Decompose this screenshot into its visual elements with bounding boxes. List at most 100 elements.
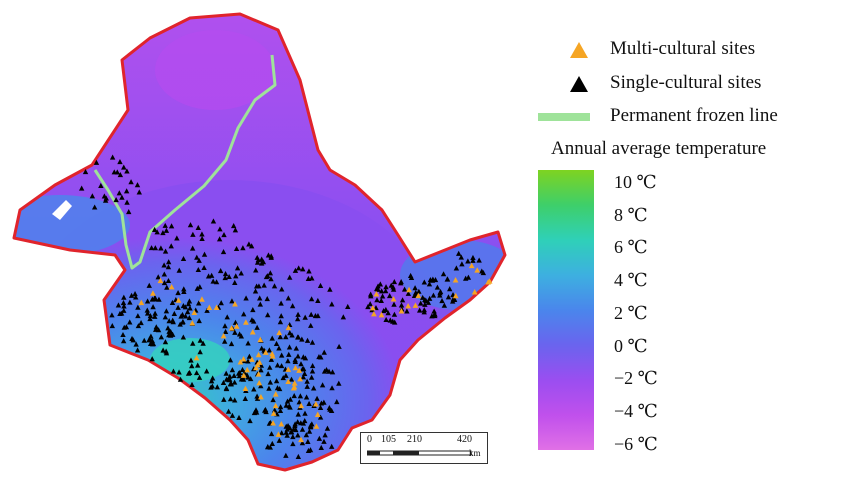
single-site-marker [82, 169, 89, 175]
multi-site-marker [369, 304, 376, 311]
multi-site-marker [168, 283, 175, 290]
single-site-marker [239, 366, 246, 373]
single-site-marker [223, 376, 230, 382]
multi-site-marker [255, 351, 262, 358]
single-site-marker [290, 426, 297, 432]
multi-site-marker [285, 324, 292, 331]
single-site-marker [120, 338, 127, 344]
single-site-marker [134, 182, 141, 188]
single-site-marker [324, 425, 331, 431]
single-site-marker [147, 312, 154, 319]
single-site-marker [152, 310, 158, 316]
single-site-marker [271, 283, 278, 289]
single-site-marker [169, 317, 176, 323]
single-site-marker [340, 314, 347, 320]
single-site-marker [305, 438, 311, 444]
legend-frozen-label: Permanent frozen line [610, 105, 778, 126]
single-site-marker [164, 284, 170, 290]
multi-site-marker [471, 289, 478, 295]
single-site-marker [367, 291, 374, 297]
single-site-marker [279, 286, 285, 292]
map-region [12, 12, 507, 472]
single-site-marker [276, 437, 283, 443]
single-site-marker [124, 199, 130, 205]
single-site-marker [133, 294, 139, 300]
single-site-marker [421, 307, 427, 313]
multi-site-marker [276, 329, 283, 336]
multi-site-marker [256, 379, 263, 386]
single-site-marker [306, 428, 313, 434]
single-site-marker [266, 347, 273, 353]
single-site-marker [309, 339, 316, 345]
single-site-marker [287, 396, 294, 402]
single-site-marker [310, 385, 317, 391]
single-site-marker [437, 292, 443, 298]
single-site-marker [135, 323, 142, 329]
single-site-marker [149, 341, 156, 347]
single-site-marker [286, 344, 293, 350]
single-site-marker [91, 204, 98, 210]
single-site-marker [295, 334, 301, 340]
single-site-marker [401, 286, 408, 292]
single-site-marker [327, 286, 333, 292]
single-site-marker [286, 351, 292, 357]
single-site-marker [210, 278, 216, 284]
single-site-marker [175, 304, 181, 310]
single-site-marker [230, 223, 237, 229]
single-site-marker [238, 333, 245, 339]
single-site-marker [124, 168, 130, 174]
single-site-marker [407, 272, 414, 278]
single-site-marker [182, 304, 189, 310]
temperature-color-ramp [538, 170, 594, 450]
multi-site-marker [285, 378, 292, 385]
single-site-marker [188, 357, 194, 363]
single-site-marker [278, 300, 284, 306]
single-site-marker [284, 426, 290, 432]
multi-site-marker [373, 291, 380, 297]
single-site-marker [141, 337, 147, 343]
single-site-marker [378, 288, 385, 294]
single-site-marker [254, 324, 260, 330]
single-site-marker [163, 348, 169, 354]
single-site-marker [120, 300, 127, 306]
single-site-marker [418, 300, 424, 306]
single-site-marker [135, 304, 141, 310]
single-site-marker [119, 194, 125, 200]
single-site-marker [398, 278, 404, 285]
single-site-marker [227, 396, 234, 402]
single-site-marker [297, 393, 304, 399]
multi-site-marker [452, 292, 459, 299]
single-site-marker [208, 378, 215, 384]
scale-tick-105: 105 [381, 434, 396, 445]
multi-site-marker [175, 297, 182, 303]
scale-tick-420: 420 [457, 434, 472, 445]
multi-site-marker [138, 299, 145, 306]
single-site-marker [243, 295, 249, 301]
single-site-marker [182, 313, 189, 319]
single-site-marker [391, 311, 398, 317]
temperature-tick-label: 0 ℃ [614, 335, 648, 356]
single-site-marker [246, 241, 252, 247]
single-site-marker [290, 441, 296, 447]
single-site-marker [179, 319, 186, 325]
single-site-marker [439, 297, 445, 304]
single-site-marker [267, 270, 274, 276]
multi-site-marker [398, 308, 405, 314]
single-site-marker [238, 376, 245, 382]
single-site-marker [405, 290, 412, 296]
single-site-marker [283, 334, 289, 340]
single-site-marker [109, 322, 116, 329]
single-site-marker [295, 353, 301, 359]
single-site-marker [391, 278, 398, 285]
single-site-marker [227, 381, 234, 387]
single-site-marker [273, 340, 280, 346]
single-site-marker [162, 222, 168, 228]
single-site-marker [429, 313, 435, 319]
single-site-marker [121, 164, 127, 170]
single-site-marker [195, 266, 202, 273]
single-site-marker [222, 328, 229, 334]
multi-site-marker [468, 262, 475, 269]
single-site-marker [319, 382, 326, 388]
single-site-marker [220, 379, 227, 386]
scale-tick-210: 210 [407, 434, 422, 445]
